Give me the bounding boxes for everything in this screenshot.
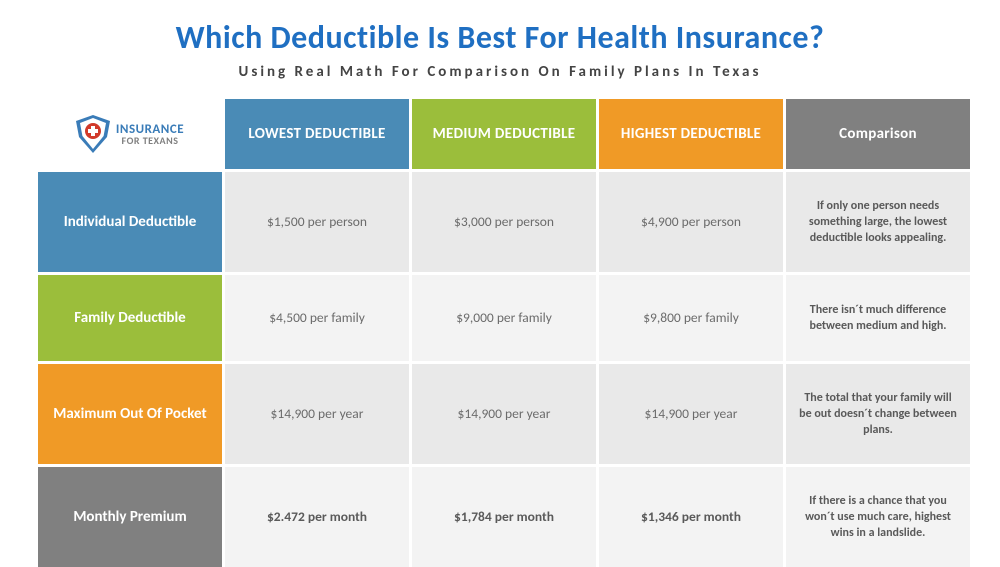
- col-header-2: HIGHEST DEDUCTIBLE: [599, 99, 783, 169]
- data-cell: $4,900 per person: [599, 172, 783, 272]
- shield-icon: [76, 115, 110, 153]
- page-subtitle: Using Real Math For Comparison On Family…: [38, 63, 962, 81]
- data-cell: $1,500 per person: [225, 172, 409, 272]
- data-cell: $9,800 per family: [599, 275, 783, 361]
- comparison-cell: If there is a chance that you won´t use …: [786, 467, 970, 567]
- page-title: Which Deductible Is Best For Health Insu…: [38, 18, 962, 57]
- data-cell: $14,900 per year: [412, 364, 596, 464]
- col-header-0: LOWEST DEDUCTIBLE: [225, 99, 409, 169]
- col-header-3: Comparison: [786, 99, 970, 169]
- logo-cell: INSURANCE FOR TEXANS: [38, 99, 222, 169]
- row-header-2: Maximum Out Of Pocket: [38, 364, 222, 464]
- data-cell: $1,784 per month: [412, 467, 596, 567]
- data-cell: $14,900 per year: [599, 364, 783, 464]
- row-header-3: Monthly Premium: [38, 467, 222, 567]
- comparison-cell: There isn´t much difference between medi…: [786, 275, 970, 361]
- data-cell: $14,900 per year: [225, 364, 409, 464]
- data-cell: $4,500 per family: [225, 275, 409, 361]
- logo-text: INSURANCE FOR TEXANS: [116, 123, 184, 146]
- data-cell: $3,000 per person: [412, 172, 596, 272]
- row-header-0: Individual Deductible: [38, 172, 222, 272]
- data-cell: $2.472 per month: [225, 467, 409, 567]
- comparison-cell: The total that your family will be out d…: [786, 364, 970, 464]
- comparison-cell: If only one person needs something large…: [786, 172, 970, 272]
- row-header-1: Family Deductible: [38, 275, 222, 361]
- data-cell: $1,346 per month: [599, 467, 783, 567]
- comparison-table: INSURANCE FOR TEXANS LOWEST DEDUCTIBLEME…: [38, 99, 962, 567]
- col-header-1: MEDIUM DEDUCTIBLE: [412, 99, 596, 169]
- data-cell: $9,000 per family: [412, 275, 596, 361]
